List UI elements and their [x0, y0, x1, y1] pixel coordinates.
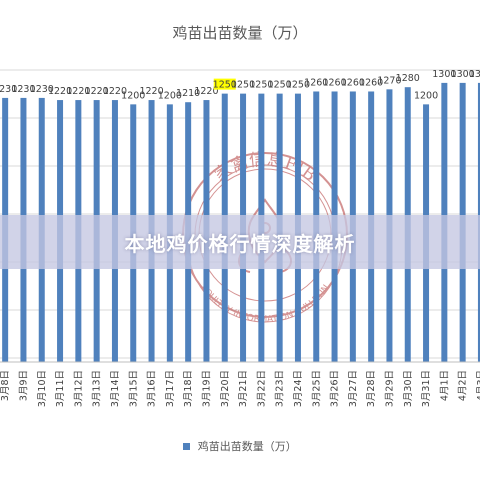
x-tick-label: 3月11日 [55, 370, 66, 407]
data-label: 1220 [66, 86, 90, 97]
data-label: 1260 [359, 77, 383, 88]
x-tick-label: 3月12日 [73, 370, 84, 407]
data-label: 1250 [268, 80, 292, 91]
legend-label: 鸡苗出苗数量（万） [197, 440, 297, 453]
x-tick-label: 3月22日 [256, 370, 267, 407]
data-label: 1250 [249, 80, 273, 91]
x-tick-label: 4月3日 [476, 370, 480, 401]
x-tick-label: 3月24日 [293, 370, 304, 407]
x-tick-label: 3月13日 [92, 370, 103, 407]
data-label: 1220 [103, 86, 127, 97]
data-label: 1220 [194, 86, 218, 97]
x-tick-label: 3月10日 [37, 370, 48, 407]
data-label: 1260 [322, 77, 346, 88]
x-tick-label: 4月2日 [458, 370, 469, 401]
data-label: 1300 [451, 69, 475, 80]
x-tick-label: 3月28日 [366, 370, 377, 407]
x-tick-label: 3月31日 [421, 370, 432, 407]
x-tick-label: 3月26日 [330, 370, 341, 407]
data-label: 1300 [432, 69, 456, 80]
data-label: 1300 [469, 69, 480, 80]
data-label-highlight [213, 78, 236, 90]
data-label: 1230 [30, 84, 54, 95]
data-label: 1220 [48, 86, 72, 97]
x-tick-label: 3月27日 [348, 370, 359, 407]
data-label: 1200 [158, 90, 182, 101]
x-tick-label: 3月21日 [238, 370, 249, 407]
data-label: 1230 [11, 84, 35, 95]
x-tick-label: 3月20日 [220, 370, 231, 407]
x-tick-label: 3月8日 [0, 370, 11, 401]
data-label: 1220 [85, 86, 109, 97]
x-tick-label: 3月19日 [201, 370, 212, 407]
x-tick-label: 3月15日 [128, 370, 139, 407]
x-tick-label: 3月23日 [275, 370, 286, 407]
data-label: 1230 [0, 84, 17, 95]
data-label: 1200 [414, 90, 438, 101]
seal-bottom-text: POULTRY INFORMATION BULLETIN [198, 283, 332, 325]
x-tick-label: 3月9日 [18, 370, 29, 401]
data-label: 1270 [377, 75, 401, 86]
x-tick-label: 3月16日 [147, 370, 158, 407]
x-tick-label: 3月14日 [110, 370, 121, 407]
banner-title: 本地鸡价格行情深度解析 [124, 231, 356, 256]
x-tick-label: 3月25日 [311, 370, 322, 407]
data-label: 1210 [176, 88, 200, 99]
legend-swatch [183, 442, 191, 450]
data-label: 1260 [341, 77, 365, 88]
chart-legend: 鸡苗出苗数量（万） [0, 438, 480, 454]
chart-title: 鸡苗出苗数量（万） [172, 24, 308, 42]
data-label: 1250 [213, 80, 237, 91]
data-label: 1200 [121, 90, 145, 101]
x-tick-label: 3月18日 [183, 370, 194, 407]
data-label: 1280 [396, 73, 420, 84]
x-tick-label: 4月1日 [439, 370, 450, 401]
data-label: 1250 [286, 80, 310, 91]
title-banner: 本地鸡价格行情深度解析 [0, 215, 480, 269]
data-label: 1250 [231, 80, 255, 91]
data-label: 1220 [139, 86, 163, 97]
x-tick-label: 3月29日 [384, 370, 395, 407]
data-label: 1260 [304, 77, 328, 88]
x-tick-label: 3月30日 [403, 370, 414, 407]
x-tick-label: 3月17日 [165, 370, 176, 407]
